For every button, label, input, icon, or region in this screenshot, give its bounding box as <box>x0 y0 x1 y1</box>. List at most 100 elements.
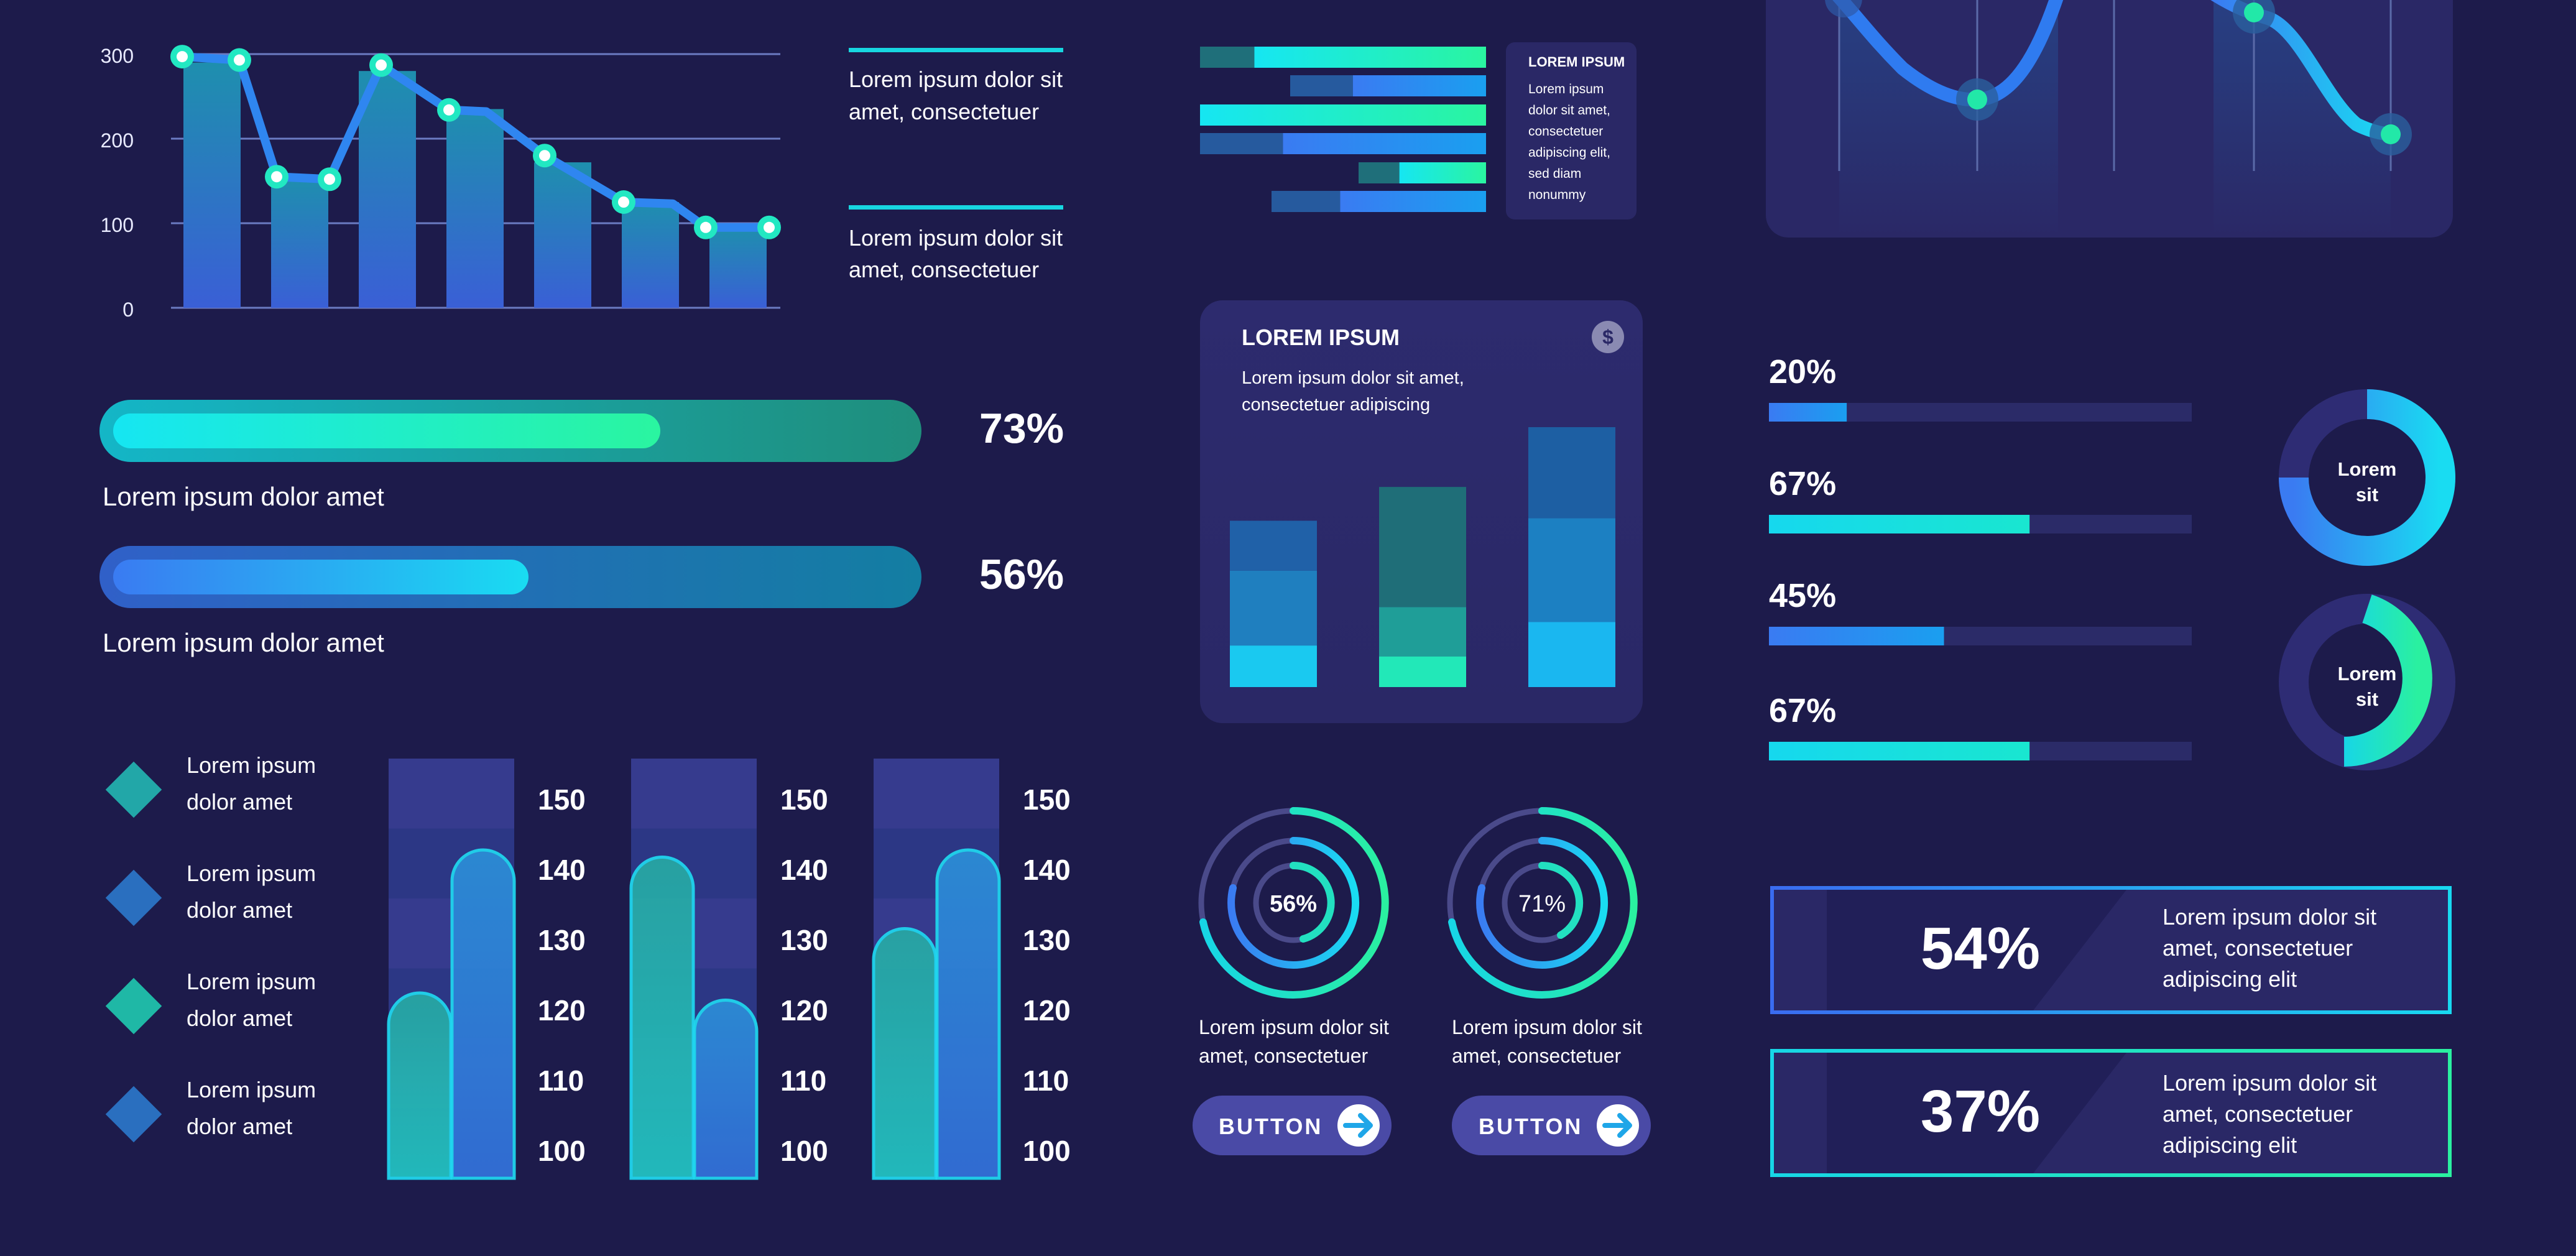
combo-bar <box>183 62 241 308</box>
legend-item-line-1: Lorem ipsum <box>187 752 316 778</box>
progress-fill <box>1769 742 2030 760</box>
pill-tick-label: 150 <box>1023 783 1071 816</box>
button-2[interactable]: BUTTON <box>1452 1096 1651 1155</box>
line-point <box>2244 2 2264 22</box>
banner-54: 54% Lorem ipsum dolor sit amet, consecte… <box>1770 886 2452 1014</box>
progress-percent: 67% <box>1769 465 1836 502</box>
mini-card-line: dolor sit amet, <box>1528 103 1610 118</box>
card-bar-segment <box>1379 656 1466 687</box>
hbar-segment-dark <box>1200 133 1283 154</box>
pill-tick-label: 150 <box>538 783 586 816</box>
combo-chart: 0 100 200 300 <box>101 45 781 321</box>
card-desc-line-1: Lorem ipsum dolor sit amet, <box>1242 368 1464 388</box>
hbar-segment-dark <box>1272 191 1341 212</box>
pill-tick-label: 150 <box>780 783 828 816</box>
pill-backdrop <box>389 759 514 829</box>
donut-1: Lorem sit <box>2279 389 2455 566</box>
progress-fill <box>113 560 529 594</box>
hbar-segment-dark <box>1200 47 1255 68</box>
banner-text-line-3: adipiscing elit <box>2163 1132 2297 1158</box>
pill-tick-label: 120 <box>1023 994 1071 1027</box>
banner-text-line-2: amet, consectetuer <box>2163 935 2353 961</box>
line-point <box>1967 90 1987 109</box>
banner-text-line-1: Lorem ipsum dolor sit <box>2163 904 2376 930</box>
mini-card-line: consectetuer <box>1528 124 1603 139</box>
diamond-icon <box>105 977 162 1035</box>
button-1[interactable]: BUTTON <box>1193 1096 1392 1155</box>
mini-card-line: adipiscing elit, <box>1528 145 1610 160</box>
line-point <box>2381 124 2401 144</box>
pill-tick-label: 140 <box>1023 854 1071 886</box>
card-bar-segment <box>1528 427 1615 519</box>
card-bar-segment <box>1528 622 1615 687</box>
hbar-segment <box>1340 191 1486 212</box>
diamond-icon <box>105 761 162 818</box>
progress-value: 56% <box>979 551 1064 598</box>
hbar-segment-dark <box>1290 75 1353 96</box>
button-label: BUTTON <box>1479 1114 1582 1139</box>
legend-item-line-1: Lorem ipsum <box>187 861 316 886</box>
hbar-segment-dark <box>1359 162 1400 183</box>
diamond-icon <box>105 869 162 926</box>
combo-bar <box>271 177 328 308</box>
donut-label-line-2: sit <box>2356 484 2378 506</box>
combo-point-core <box>764 221 775 233</box>
donut-label-line-1: Lorem <box>2338 663 2397 685</box>
combo-point-core <box>271 171 282 183</box>
progress-value: 73% <box>979 405 1064 452</box>
combo-point-core <box>177 51 188 63</box>
hbar-segment <box>1283 133 1486 154</box>
pill-bar <box>450 848 516 1180</box>
pill-tick-label: 140 <box>538 854 586 886</box>
legend-rule <box>849 205 1063 210</box>
combo-point-core <box>618 196 629 208</box>
progress-fill <box>1769 515 2030 533</box>
smooth-line-panel <box>1766 0 2453 238</box>
combo-line <box>182 52 769 232</box>
button-label: BUTTON <box>1219 1114 1323 1139</box>
y-tick-label: 200 <box>101 129 134 152</box>
ring-gauge-56: 56% Lorem ipsum dolor sit amet, consecte… <box>1198 807 1389 1067</box>
pill-bar <box>387 991 453 1180</box>
banner-text-line-2: amet, consectetuer <box>2163 1101 2353 1127</box>
legend-item-line-2: dolor amet <box>187 897 292 923</box>
pill-tick-label: 100 <box>780 1135 828 1167</box>
ring-caption-line-1: Lorem ipsum dolor sit <box>1452 1016 1642 1038</box>
smooth-line-left <box>1832 0 2064 107</box>
banner-value: 37% <box>1921 1078 2040 1145</box>
combo-point-core <box>700 221 711 233</box>
card-bar-segment <box>1528 518 1615 622</box>
legend-item-line-1: Lorem ipsum <box>187 969 316 994</box>
legend-item-line-2: dolor amet <box>187 1005 292 1031</box>
pill-tick-label: 140 <box>780 854 828 886</box>
y-tick-label: 100 <box>101 214 134 236</box>
card-desc-line-2: consectetuer adipiscing <box>1242 395 1430 415</box>
pill-tick-label: 110 <box>538 1064 584 1097</box>
diamond-legend: Lorem ipsum dolor amet Lorem ipsum dolor… <box>105 752 316 1143</box>
hbar-segment <box>1352 75 1486 96</box>
progress-percent: 67% <box>1769 692 1836 729</box>
combo-point-core <box>376 59 387 71</box>
legend-text-2-line-2: amet, consectetuer <box>849 257 1039 282</box>
combo-point-core <box>324 173 335 185</box>
progress-label: Lorem ipsum dolor amet <box>103 482 384 511</box>
pill-tick-label: 130 <box>538 924 586 956</box>
pill-backdrop <box>631 759 757 829</box>
pill-tick-label: 110 <box>1023 1064 1069 1097</box>
pill-tick-label: 110 <box>780 1064 826 1097</box>
ring-caption-line-2: amet, consectetuer <box>1452 1045 1621 1067</box>
banner-37: 37% Lorem ipsum dolor sit amet, consecte… <box>1770 1049 2452 1177</box>
hbar-segment <box>1200 104 1486 126</box>
donut-label-line-1: Lorem <box>2338 458 2397 480</box>
card-bar-segment <box>1230 570 1317 646</box>
pill-tick-label: 100 <box>1023 1135 1071 1167</box>
banner-text-line-1: Lorem ipsum dolor sit <box>2163 1070 2376 1096</box>
combo-bar <box>709 227 767 308</box>
combo-bar <box>534 162 591 308</box>
progress-56: 56% Lorem ipsum dolor amet <box>99 546 1064 657</box>
stacked-bar-card: LOREM IPSUM $ Lorem ipsum dolor sit amet… <box>1200 300 1643 723</box>
pill-tick-label: 130 <box>780 924 828 956</box>
combo-point-core <box>443 104 455 116</box>
legend-item-line-2: dolor amet <box>187 1114 292 1139</box>
